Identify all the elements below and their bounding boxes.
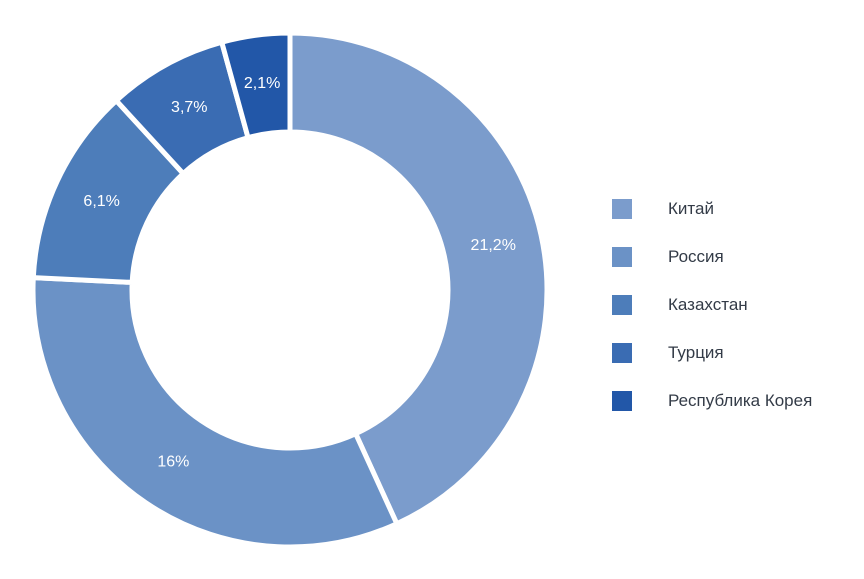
legend-swatch-kazakhstan (612, 295, 632, 315)
slice-korea (218, 30, 293, 141)
legend-swatch-korea (612, 391, 632, 411)
slice-label-kazakhstan: 6,1% (83, 193, 119, 210)
legend-item-turkey: Турция (612, 329, 812, 377)
slice-label-korea: 2,1% (244, 75, 280, 92)
legend-label-turkey: Турция (668, 343, 724, 362)
legend-item-russia: Россия (612, 233, 812, 281)
slice-russia (30, 275, 401, 550)
slice-label-russia: 16% (157, 453, 189, 470)
legend-label-china: Китай (668, 199, 714, 218)
legend-item-korea: Республика Корея (612, 377, 812, 425)
slice-china (287, 30, 550, 528)
legend-label-kazakhstan: Казахстан (668, 295, 748, 314)
slice-label-turkey: 3,7% (171, 99, 207, 116)
legend-item-china: Китай (612, 185, 812, 233)
legend-label-russia: Россия (668, 247, 724, 266)
legend-item-kazakhstan: Казахстан (612, 281, 812, 329)
slice-label-china: 21,2% (471, 237, 516, 254)
legend-swatch-china (612, 199, 632, 219)
legend-swatch-turkey (612, 343, 632, 363)
legend: Китай Россия Казахстан Турция Республика… (612, 185, 812, 425)
legend-label-korea: Республика Корея (668, 391, 813, 410)
legend-swatch-russia (612, 247, 632, 267)
